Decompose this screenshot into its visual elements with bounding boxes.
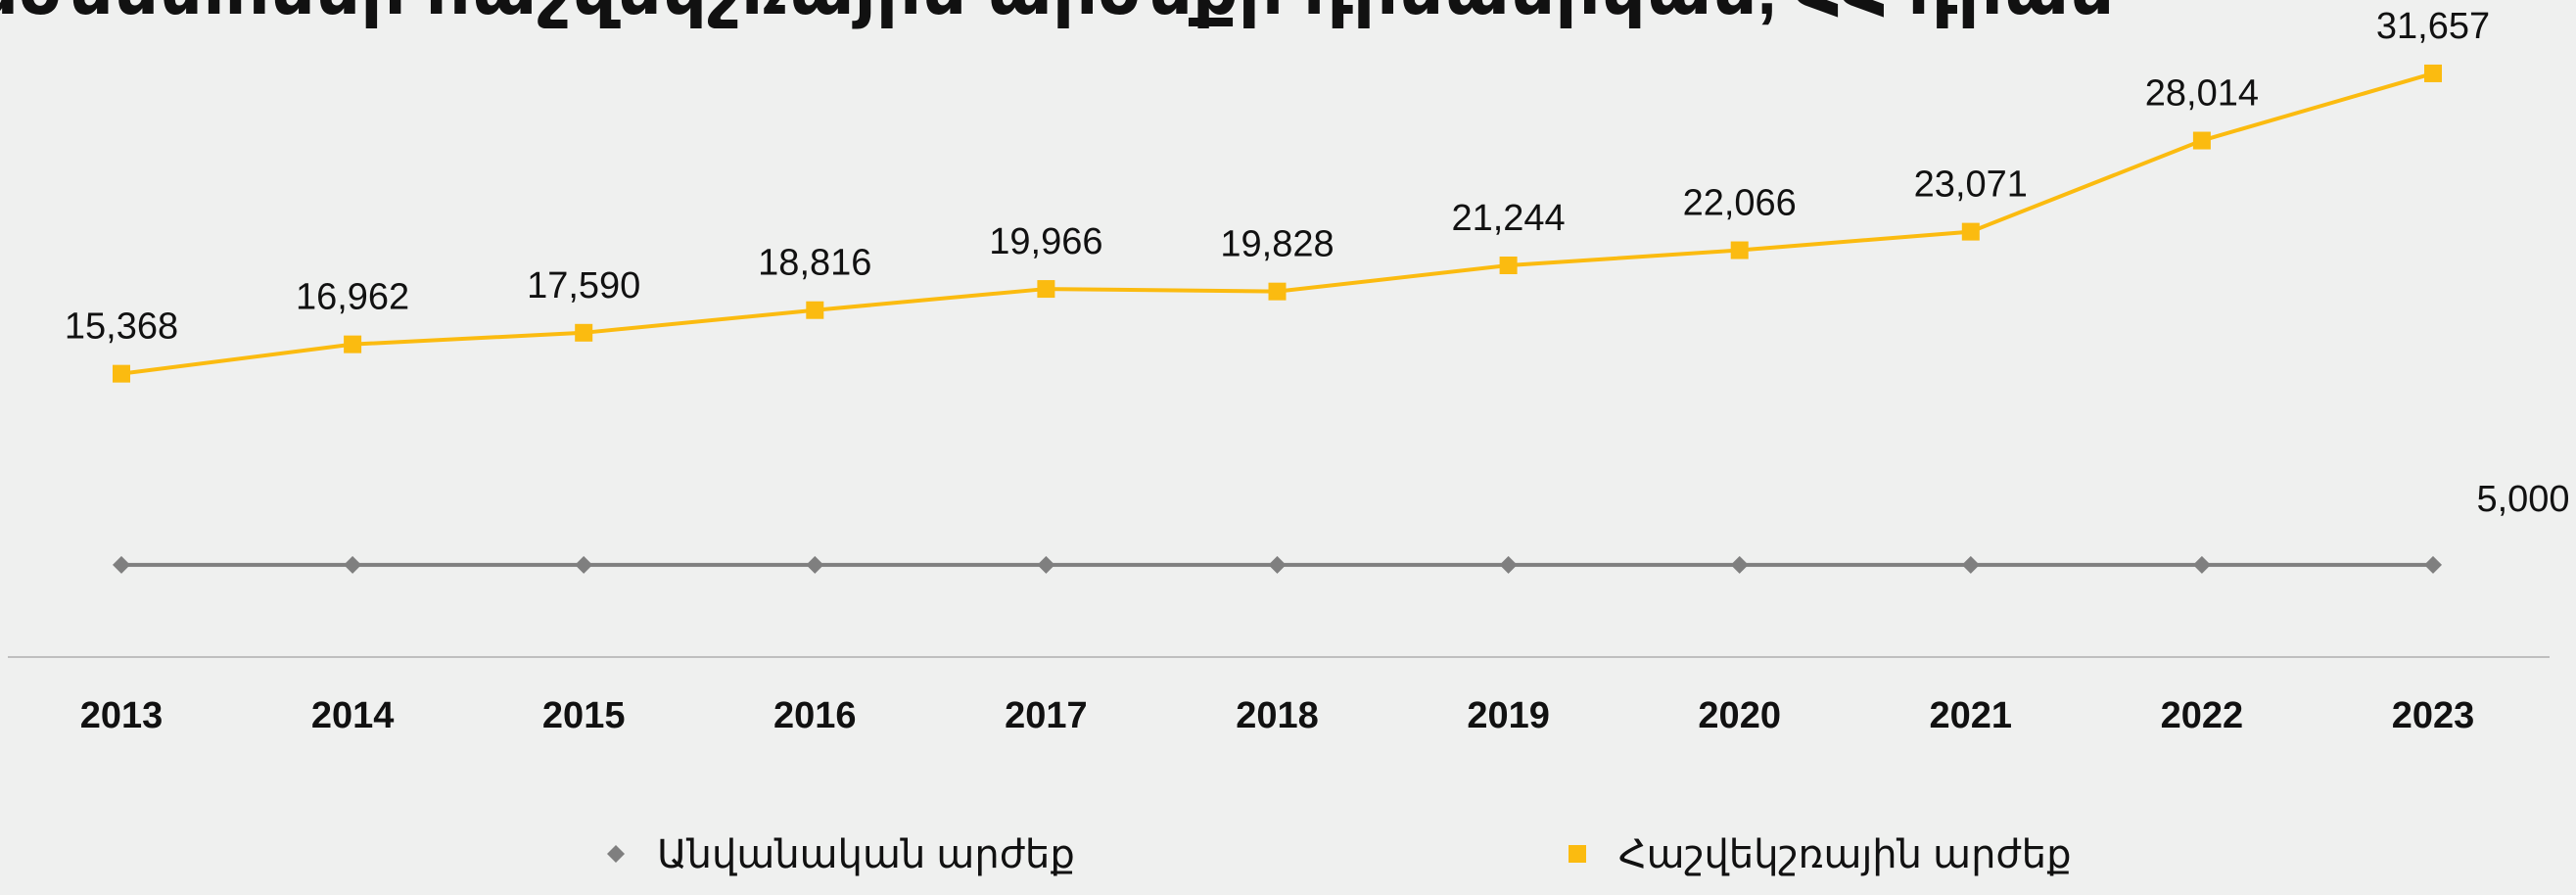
marker xyxy=(1268,282,1287,301)
marker xyxy=(1499,555,1518,574)
marker xyxy=(1037,555,1055,574)
marker xyxy=(1730,241,1749,259)
legend-swatch xyxy=(607,845,625,863)
data-label: 23,071 xyxy=(1914,165,2028,206)
x-tick-label: 2020 xyxy=(1698,695,1781,736)
x-tick-label: 2017 xyxy=(1005,695,1088,736)
x-tick-label: 2016 xyxy=(773,695,857,736)
x-tick-label: 2015 xyxy=(542,695,626,736)
data-label: 18,816 xyxy=(758,243,871,284)
marker xyxy=(113,364,130,383)
legend-label: Անվանական արժեք xyxy=(657,833,1075,876)
marker xyxy=(806,555,824,574)
marker xyxy=(1499,257,1518,275)
data-label: 21,244 xyxy=(1451,198,1565,239)
legend-swatch xyxy=(1569,845,1586,863)
marker xyxy=(1730,555,1749,574)
marker xyxy=(575,323,593,342)
marker xyxy=(1961,222,1980,241)
x-tick-label: 2018 xyxy=(1236,695,1319,736)
x-tick-label: 2021 xyxy=(1930,695,2013,736)
marker xyxy=(2424,64,2442,82)
data-label: 16,962 xyxy=(296,277,409,318)
data-label: 15,368 xyxy=(65,306,178,348)
x-tick-label: 2019 xyxy=(1467,695,1550,736)
marker xyxy=(806,301,824,319)
data-label: 5,000 xyxy=(2476,479,2569,520)
x-tick-label: 2022 xyxy=(2161,695,2244,736)
x-tick-label: 2014 xyxy=(311,695,395,736)
marker xyxy=(1268,555,1287,574)
data-label: 31,657 xyxy=(2376,6,2490,47)
data-label: 28,014 xyxy=(2145,73,2259,115)
data-label: 19,966 xyxy=(989,221,1102,262)
data-label: 22,066 xyxy=(1683,183,1797,224)
marker xyxy=(113,555,130,574)
marker xyxy=(575,555,593,574)
data-label: 17,590 xyxy=(527,265,640,306)
marker xyxy=(1961,555,1980,574)
x-tick-label: 2013 xyxy=(80,695,164,736)
marker xyxy=(2424,555,2442,574)
legend-label: Հաշվեկշռային արժեք xyxy=(1618,833,2072,876)
marker xyxy=(2192,555,2211,574)
chart-title: Մեկ բաժնետոմսի հաշվեկշռային արժեքի դինամ… xyxy=(0,0,2119,29)
marker xyxy=(344,555,362,574)
marker xyxy=(344,335,362,353)
x-tick-label: 2023 xyxy=(2392,695,2475,736)
data-label: 19,828 xyxy=(1220,224,1334,265)
marker xyxy=(2192,131,2211,150)
marker xyxy=(1037,280,1055,299)
